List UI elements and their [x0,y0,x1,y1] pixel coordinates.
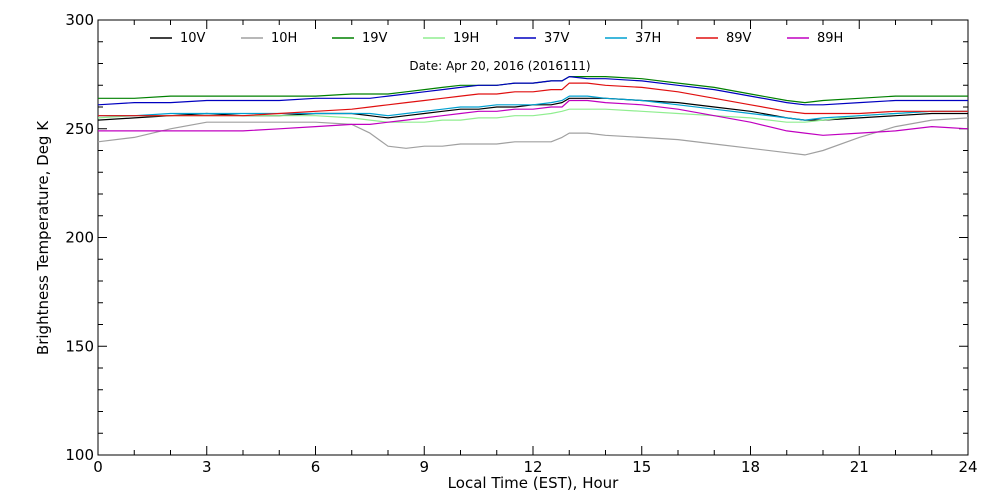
y-tick-label: 250 [65,120,94,138]
x-tick-label: 6 [311,458,321,476]
series-line-37v [97,75,968,106]
legend: 10V 10H 19V 19H 37V 37H 89V 89H [150,31,843,46]
axis-ticks [97,19,969,456]
series-line-19v [98,75,968,104]
legend-label-37v: 37V [544,31,570,46]
y-axis-title: Brightness Temperature, Deg K [34,120,52,355]
legend-label-89h: 89H [817,31,843,46]
y-tick-label: 200 [65,229,94,247]
legend-label-89v: 89V [726,31,752,46]
legend-label-19h: 19H [453,31,479,46]
x-tick-label: 21 [850,458,869,476]
tick-labels: 0 3 6 9 12 15 18 21 24 100 150 200 250 300 [65,11,977,476]
legend-label-37h: 37H [635,31,661,46]
x-tick-label: 0 [93,458,103,476]
x-tick-label: 24 [958,458,977,476]
series-line-37h [98,95,968,121]
x-tick-label: 15 [632,458,651,476]
x-tick-label: 12 [523,458,542,476]
legend-label-10h: 10H [271,31,297,46]
date-annotation: Date: Apr 20, 2016 (2016111) [409,59,590,73]
legend-label-10v: 10V [180,31,206,46]
series-line-89h [98,99,969,136]
series-lines [97,75,969,156]
x-tick-label: 18 [741,458,760,476]
y-tick-label: 150 [65,337,94,355]
y-tick-label: 100 [65,446,94,464]
y-tick-label: 300 [65,11,94,29]
x-tick-label: 9 [419,458,429,476]
x-tick-label: 3 [202,458,212,476]
series-line-89v [98,82,968,117]
x-axis-title: Local Time (EST), Hour [448,474,619,492]
plot-frame [97,19,969,456]
series-line-10h [97,117,969,156]
legend-label-19v: 19V [362,31,388,46]
series-line-19h [97,108,968,123]
